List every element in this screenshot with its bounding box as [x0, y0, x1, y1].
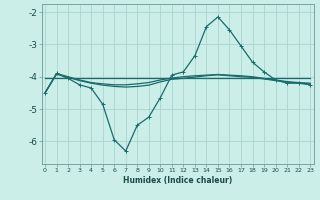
X-axis label: Humidex (Indice chaleur): Humidex (Indice chaleur)	[123, 176, 232, 185]
